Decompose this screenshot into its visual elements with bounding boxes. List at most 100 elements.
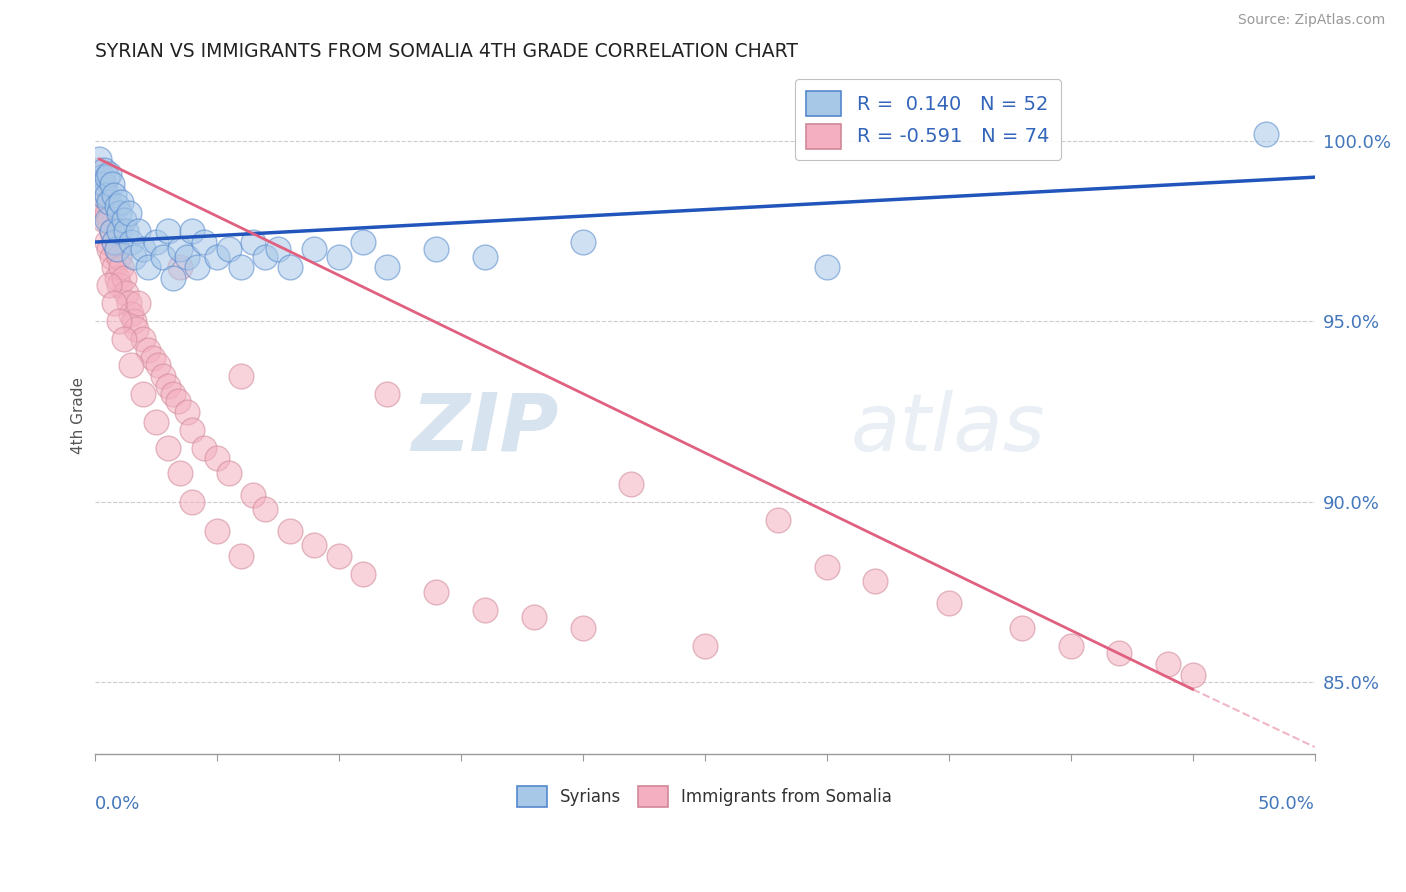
Point xyxy=(229,260,252,275)
Point xyxy=(152,368,174,383)
Point xyxy=(90,188,112,202)
Point xyxy=(146,358,169,372)
Text: Source: ZipAtlas.com: Source: ZipAtlas.com xyxy=(1237,13,1385,28)
Point xyxy=(145,416,167,430)
Point xyxy=(169,466,191,480)
Point xyxy=(169,242,191,256)
Point xyxy=(474,250,496,264)
Point xyxy=(242,487,264,501)
Point xyxy=(98,278,121,293)
Point xyxy=(693,639,716,653)
Point xyxy=(112,213,135,227)
Point xyxy=(169,260,191,275)
Point xyxy=(152,250,174,264)
Point xyxy=(328,250,350,264)
Point xyxy=(425,242,447,256)
Point xyxy=(328,549,350,563)
Point xyxy=(766,513,789,527)
Point xyxy=(865,574,887,588)
Point xyxy=(103,188,125,202)
Point xyxy=(186,260,208,275)
Point xyxy=(278,524,301,538)
Point xyxy=(205,250,228,264)
Point xyxy=(142,351,165,365)
Point xyxy=(105,271,128,285)
Point xyxy=(278,260,301,275)
Point xyxy=(90,199,112,213)
Point xyxy=(96,206,118,220)
Point xyxy=(100,224,122,238)
Point xyxy=(254,250,277,264)
Point xyxy=(100,178,122,192)
Point xyxy=(115,224,138,238)
Point xyxy=(98,167,121,181)
Point xyxy=(1254,127,1277,141)
Point xyxy=(571,235,593,249)
Text: 0.0%: 0.0% xyxy=(94,795,141,813)
Point xyxy=(112,333,135,347)
Point xyxy=(352,566,374,581)
Point xyxy=(176,404,198,418)
Point xyxy=(96,235,118,249)
Point xyxy=(1157,657,1180,671)
Point xyxy=(108,206,131,220)
Point xyxy=(103,235,125,249)
Point xyxy=(1059,639,1081,653)
Point xyxy=(128,296,150,310)
Point xyxy=(115,285,138,300)
Point xyxy=(98,195,121,210)
Point xyxy=(938,596,960,610)
Point xyxy=(98,213,121,227)
Point xyxy=(181,423,204,437)
Point xyxy=(229,549,252,563)
Point xyxy=(96,188,118,202)
Point xyxy=(90,170,112,185)
Point xyxy=(242,235,264,249)
Point xyxy=(254,502,277,516)
Point xyxy=(108,314,131,328)
Point xyxy=(156,224,179,238)
Point xyxy=(103,260,125,275)
Point xyxy=(218,242,240,256)
Point xyxy=(132,333,155,347)
Point xyxy=(128,224,150,238)
Point xyxy=(377,260,399,275)
Point xyxy=(193,235,215,249)
Point xyxy=(89,163,111,178)
Point xyxy=(112,271,135,285)
Point xyxy=(176,250,198,264)
Point xyxy=(205,524,228,538)
Point xyxy=(425,585,447,599)
Point xyxy=(205,451,228,466)
Point xyxy=(156,379,179,393)
Text: SYRIAN VS IMMIGRANTS FROM SOMALIA 4TH GRADE CORRELATION CHART: SYRIAN VS IMMIGRANTS FROM SOMALIA 4TH GR… xyxy=(94,42,797,61)
Point xyxy=(105,242,128,256)
Point xyxy=(122,250,145,264)
Point xyxy=(156,441,179,455)
Point xyxy=(162,271,184,285)
Text: ZIP: ZIP xyxy=(411,390,558,467)
Point xyxy=(120,358,142,372)
Point xyxy=(815,559,838,574)
Point xyxy=(110,260,132,275)
Point xyxy=(110,195,132,210)
Point xyxy=(120,307,142,321)
Point xyxy=(181,224,204,238)
Point xyxy=(1181,668,1204,682)
Point xyxy=(105,199,128,213)
Point xyxy=(136,260,159,275)
Point xyxy=(89,152,111,166)
Point xyxy=(193,441,215,455)
Point xyxy=(103,296,125,310)
Point xyxy=(108,250,131,264)
Point xyxy=(571,621,593,635)
Legend: Syrians, Immigrants from Somalia: Syrians, Immigrants from Somalia xyxy=(510,779,898,814)
Text: 50.0%: 50.0% xyxy=(1258,795,1315,813)
Y-axis label: 4th Grade: 4th Grade xyxy=(72,376,86,454)
Point xyxy=(118,296,141,310)
Point xyxy=(98,242,121,256)
Point xyxy=(118,206,141,220)
Point xyxy=(352,235,374,249)
Point xyxy=(96,170,118,185)
Point xyxy=(162,386,184,401)
